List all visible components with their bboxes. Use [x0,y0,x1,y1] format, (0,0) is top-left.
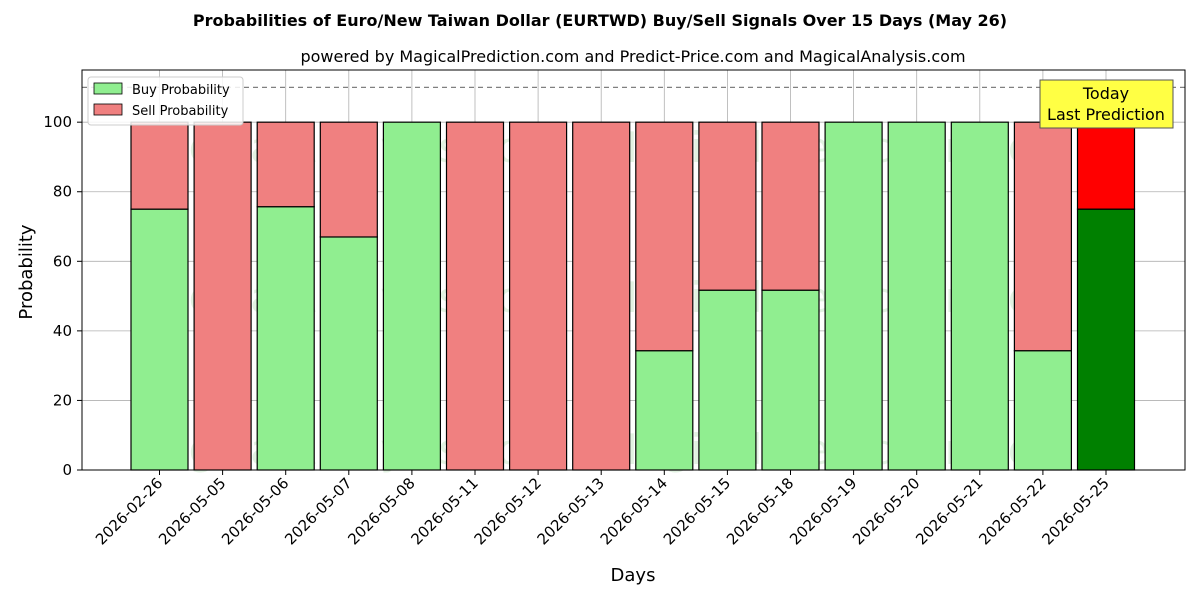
x-tick-label: 2026-05-22 [975,474,1049,548]
bar-sell [635,121,694,352]
bar-buy [824,121,883,471]
bar-buy [1076,208,1136,471]
y-tick-label: 20 [53,391,72,409]
x-tick-label: 2026-02-26 [92,474,166,548]
bar-sell [445,121,505,471]
bar-sell [193,121,252,471]
bar-buy [698,289,757,471]
y-axis-label: Probability [16,224,37,319]
x-tick-label: 2026-05-07 [281,474,355,548]
x-tick-label: 2026-05-25 [1038,474,1112,548]
bar-buy [887,121,946,471]
plot-frame [81,69,1186,471]
today-annotation-line1: Today [1082,84,1129,103]
bar-sell [319,121,378,238]
bar-sell [1013,121,1073,352]
bar-buy [130,208,189,471]
today-annotation-box [1039,79,1174,129]
y-tick-label: 80 [53,183,72,201]
legend-swatch-sell [93,103,123,116]
x-tick-label: 2026-05-13 [534,474,608,548]
y-tick-label: 40 [53,322,72,340]
x-axis-label: Days [611,565,656,586]
bar-sell [256,121,315,208]
bar-layer [130,121,1136,471]
legend-label-buy: Buy Probability [132,83,230,98]
bar-buy [635,350,694,471]
bar-buy [950,121,1009,471]
x-tick-label: 2026-05-15 [660,474,734,548]
bar-sell [572,121,631,471]
bar-sell [130,121,189,210]
y-tick-label: 0 [62,461,72,479]
legend-box [87,76,244,126]
x-tick-label: 2026-05-06 [218,474,292,548]
bar-buy [382,121,441,471]
bar-sell [761,121,820,291]
bar-buy [256,206,315,471]
x-tick-label: 2026-05-05 [155,474,229,548]
x-tick-label: 2026-05-12 [471,474,545,548]
x-tick-label: 2026-05-21 [912,474,986,548]
bar-buy [1013,350,1073,471]
today-annotation: Today Last Prediction [1039,79,1174,129]
chart-title: Probabilities of Euro/New Taiwan Dollar … [193,11,1007,30]
x-tick-label: 2026-05-14 [597,474,671,548]
y-tick-label: 60 [53,252,72,270]
y-tick-label: 100 [43,113,72,131]
bar-buy [761,289,820,471]
today-annotation-line2: Last Prediction [1047,105,1165,124]
chart-subtitle: powered by MagicalPrediction.com and Pre… [300,47,965,66]
x-tick-label: 2026-05-11 [407,474,481,548]
x-tick-label: 2026-05-20 [849,474,923,548]
x-tick-label: 2026-05-18 [723,474,797,548]
bar-buy [319,236,378,471]
bar-sell [1076,121,1136,210]
legend: Buy Probability Sell Probability [87,76,244,126]
bar-sell [509,121,568,471]
legend-label-sell: Sell Probability [132,104,229,119]
x-tick-label: 2026-05-19 [786,474,860,548]
legend-swatch-buy [93,82,123,95]
x-tick-label: 2026-05-08 [344,474,418,548]
bar-sell [698,121,757,291]
